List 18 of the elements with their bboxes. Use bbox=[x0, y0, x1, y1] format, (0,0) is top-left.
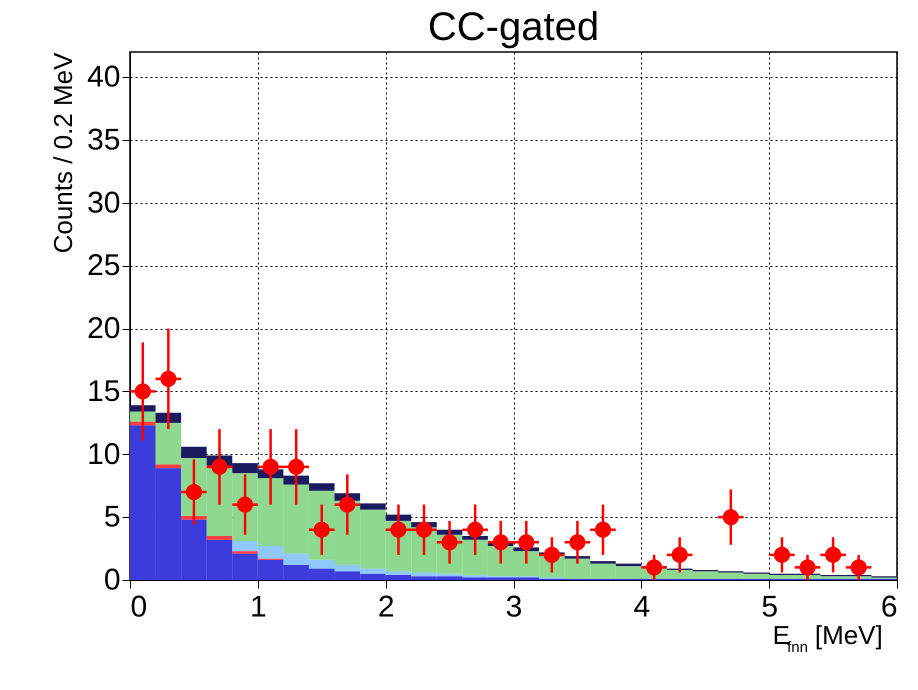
y-axis-title: Counts / 0.2 MeV bbox=[48, 52, 78, 254]
x-tick-label: 0 bbox=[130, 590, 148, 624]
x-tick-label: 1 bbox=[250, 590, 267, 624]
y-tick-label: 0 bbox=[104, 564, 120, 596]
y-tick-label: 5 bbox=[104, 500, 120, 534]
y-tick-label: 35 bbox=[87, 124, 120, 156]
x-tick-label: 5 bbox=[761, 590, 778, 624]
chart-title: CC-gated bbox=[428, 5, 600, 49]
y-tick-label: 30 bbox=[87, 186, 120, 220]
x-tick-label: 4 bbox=[633, 590, 650, 624]
y-tick-label: 20 bbox=[87, 312, 120, 346]
y-tick-label: 40 bbox=[87, 60, 120, 94]
y-tick-label: 15 bbox=[87, 374, 120, 408]
x-tick-label: 6 bbox=[880, 590, 898, 624]
x-tick-label: 3 bbox=[506, 590, 522, 624]
y-tick-label: 10 bbox=[87, 438, 120, 471]
x-tick-label: 2 bbox=[378, 590, 395, 624]
y-tick-label: 25 bbox=[87, 249, 120, 282]
